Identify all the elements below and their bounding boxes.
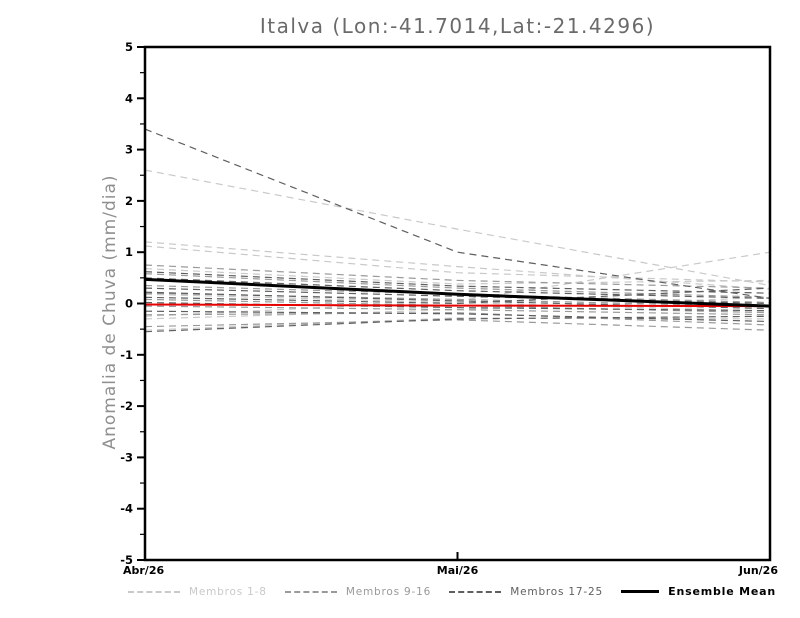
y-axis-label: Anomalia de Chuva (mm/dia)	[100, 174, 120, 450]
chart-title: Italva (Lon:-41.7014,Lat:-21.4296)	[259, 14, 656, 38]
member-line	[144, 305, 771, 316]
member-line	[144, 245, 771, 283]
member-line	[144, 310, 771, 323]
zero-reference-line	[144, 303, 771, 308]
legend-label: Ensemble Mean	[668, 585, 776, 598]
member-line	[144, 169, 771, 287]
member-line	[144, 301, 771, 312]
x-tick-label: Jun/26	[738, 564, 778, 577]
legend-label: Membros 1-8	[189, 585, 267, 598]
member-line	[144, 319, 771, 331]
legend-item: Membros 9-16	[284, 585, 432, 598]
member-line	[144, 277, 771, 299]
legend-dashed-line-sample	[449, 590, 502, 593]
y-tick-label: 4	[125, 91, 133, 105]
legend-item: Membros 1-8	[128, 586, 267, 598]
y-tick-label: -3	[120, 450, 133, 464]
y-tick-label: -1	[120, 348, 133, 362]
member-line	[144, 292, 771, 308]
member-line	[144, 312, 771, 326]
legend-dashed-line-sample	[284, 590, 337, 593]
legend-item: Ensemble Mean	[621, 585, 776, 598]
legend-dashed-line-sample	[128, 590, 180, 593]
y-tick-label: 1	[125, 245, 133, 259]
y-tick-label: 2	[125, 194, 133, 208]
x-tick-label: Abr/26	[123, 564, 164, 577]
y-tick-label: -2	[120, 399, 133, 413]
y-tick-label: 0	[125, 297, 133, 311]
y-tick-label: 3	[125, 143, 133, 157]
x-tick-label: Mai/26	[437, 564, 479, 577]
legend: Membros 1-8 Membros 9-16 Membros 17-25 Ense…	[128, 585, 776, 598]
legend-item: Membros 17-25	[449, 586, 603, 598]
member-line	[144, 271, 771, 294]
legend-label: Membros 17-25	[510, 585, 603, 598]
y-tick-label: -4	[120, 502, 133, 516]
member-line	[144, 128, 771, 299]
member-line	[144, 293, 771, 312]
y-tick-label: 5	[125, 40, 133, 54]
ensemble-mean-line	[144, 277, 771, 308]
member-line	[144, 287, 771, 305]
member-line	[144, 273, 771, 298]
y-tick-label: -5	[120, 553, 133, 567]
legend-label: Membros 9-16	[345, 585, 432, 598]
member-line	[144, 315, 771, 333]
member-line	[144, 268, 771, 285]
member-line	[144, 264, 771, 289]
legend-solid-line-sample	[621, 590, 660, 593]
